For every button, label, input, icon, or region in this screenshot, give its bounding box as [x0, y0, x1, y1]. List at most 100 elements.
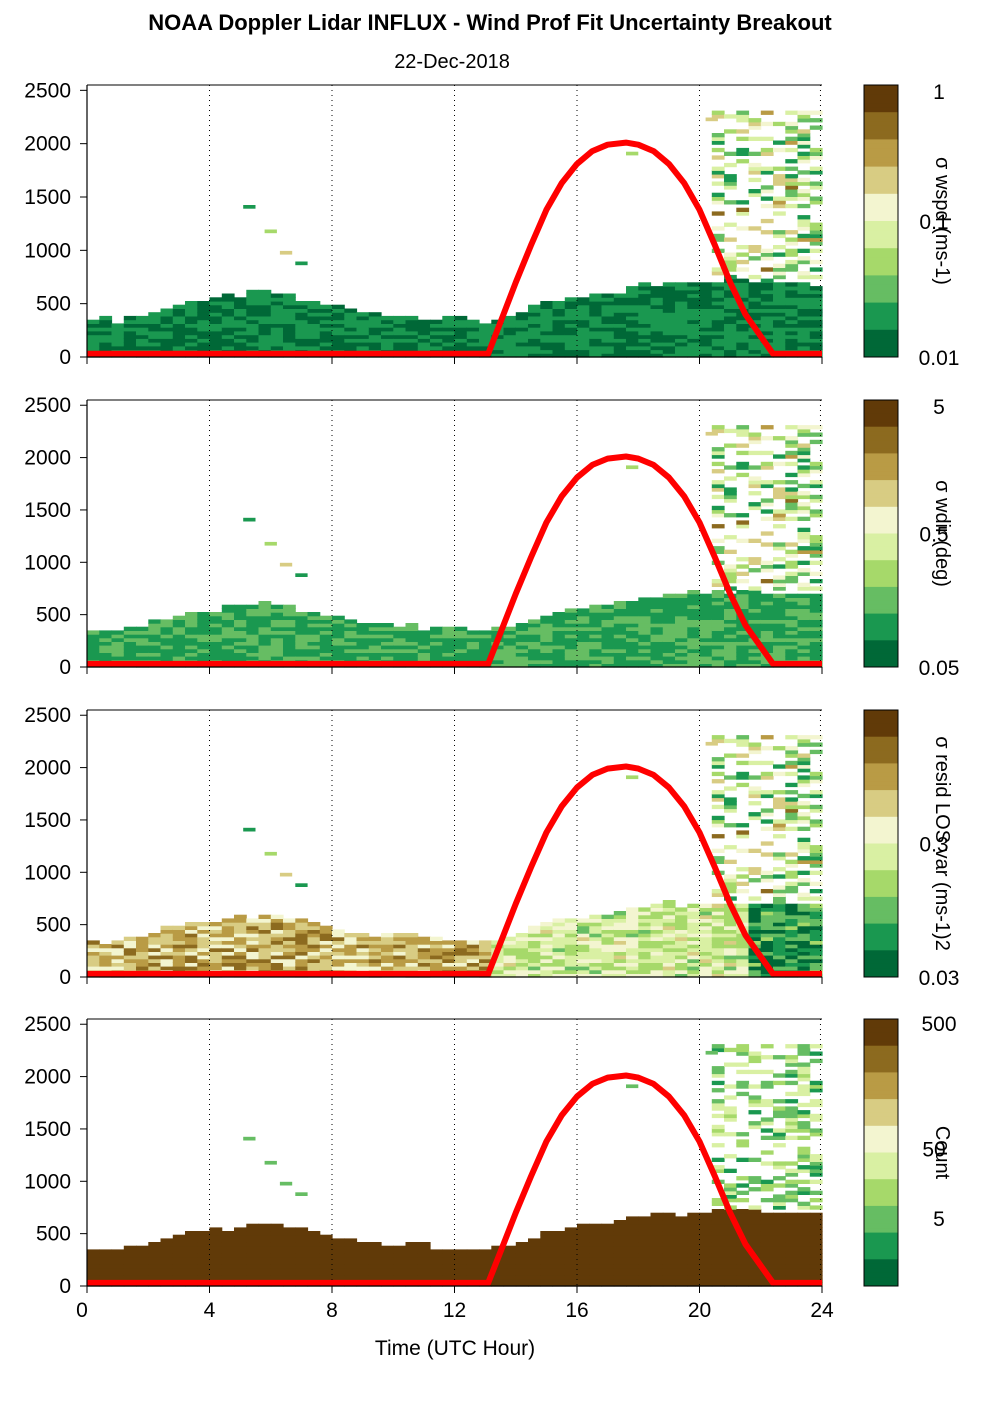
colorbar-segment [864, 892, 898, 898]
heatmap-cell [123, 345, 137, 351]
heatmap-cell [564, 962, 578, 967]
heatmap-cell [540, 1264, 554, 1269]
heatmap-cell [123, 315, 137, 321]
heatmap-cell [123, 327, 137, 332]
heatmap-cell [160, 630, 174, 635]
heatmap-cell [221, 308, 235, 313]
heatmap-cell [295, 301, 309, 306]
heatmap-cell [99, 1264, 113, 1269]
heatmap-cell [221, 958, 235, 963]
heatmap-cell [724, 564, 737, 569]
heatmap-cell [454, 626, 468, 631]
heatmap-cell [809, 226, 823, 231]
heatmap-cell [295, 573, 308, 577]
heatmap-cell [711, 1227, 725, 1232]
heatmap-cell [675, 301, 688, 306]
heatmap-cell [613, 1238, 627, 1243]
heatmap-cell [711, 494, 725, 500]
heatmap-cell [638, 1282, 652, 1287]
heatmap-cell [675, 323, 688, 328]
heatmap-cell [773, 338, 786, 343]
heatmap-cell [283, 312, 296, 317]
heatmap-cell [307, 641, 321, 646]
heatmap-cell [552, 947, 566, 952]
heatmap-cell [270, 914, 284, 919]
heatmap-cell [197, 301, 211, 306]
heatmap-cell [295, 944, 309, 949]
heatmap-cell [809, 571, 823, 576]
colorbar-segment [864, 502, 898, 508]
heatmap-cell [491, 1271, 505, 1276]
heatmap-cell [221, 1264, 235, 1269]
heatmap-cell [687, 593, 701, 598]
heatmap-cell [417, 641, 431, 646]
heatmap-cell [785, 1069, 799, 1075]
heatmap-cell [613, 623, 627, 628]
heatmap-cell [258, 319, 272, 324]
heatmap-cell [270, 1223, 284, 1228]
heatmap-cell [760, 1212, 774, 1217]
heatmap-cell [332, 652, 345, 657]
heatmap-cell [687, 590, 701, 595]
heatmap-cell [270, 940, 284, 945]
heatmap-cell [283, 319, 296, 324]
heatmap-cell [638, 612, 652, 617]
heatmap-cell [454, 966, 468, 971]
colorbar-segment [864, 1059, 898, 1064]
colorbar-tick-label: 50 [922, 1139, 945, 1162]
heatmap-cell [785, 196, 799, 201]
heatmap-cell [626, 612, 639, 617]
heatmap-cell [809, 1249, 823, 1254]
heatmap-cell [99, 1275, 113, 1280]
heatmap-cell [724, 349, 737, 354]
heatmap-cell [687, 623, 701, 628]
heatmap-cell [283, 656, 296, 661]
heatmap-cell [540, 951, 554, 956]
heatmap-cell [172, 1234, 186, 1239]
heatmap-cell [577, 1282, 590, 1287]
heatmap-cell [626, 623, 639, 628]
heatmap-cell [503, 349, 517, 354]
heatmap-cell [650, 1242, 664, 1247]
heatmap-cell [687, 1242, 701, 1247]
heatmap-cell [748, 304, 762, 309]
heatmap-cell [809, 742, 823, 747]
heatmap-cell [687, 1264, 701, 1269]
heatmap-cell [111, 1249, 125, 1254]
heatmap-cell [295, 918, 309, 923]
heatmap-cell [711, 590, 725, 595]
heatmap-cell [172, 1253, 186, 1258]
heatmap-cell [123, 951, 137, 956]
heatmap-cell [123, 330, 137, 336]
heatmap-cell [503, 645, 517, 650]
heatmap-cell [736, 955, 750, 960]
heatmap-cell [123, 626, 137, 631]
heatmap-cell [356, 951, 370, 956]
heatmap-cell [528, 933, 541, 938]
heatmap-cell [209, 1234, 223, 1239]
heatmap-cell [552, 323, 566, 328]
heatmap-cell [650, 286, 664, 291]
heatmap-cell [785, 808, 799, 813]
heatmap-cell [246, 925, 260, 930]
heatmap-cell [662, 623, 676, 628]
heatmap-cell [283, 308, 296, 313]
heatmap-cell [221, 962, 235, 967]
heatmap-cell [246, 933, 260, 938]
heatmap-cell [552, 1264, 566, 1269]
heatmap-cell [601, 327, 615, 332]
heatmap-cell [773, 454, 786, 459]
heatmap-cell [797, 259, 811, 265]
heatmap-cell [577, 619, 590, 624]
heatmap-cell [613, 619, 627, 624]
y-tick-label: 0 [59, 1275, 71, 1298]
heatmap-cell [393, 933, 407, 938]
heatmap-cell [626, 615, 639, 620]
heatmap-cell [528, 308, 541, 313]
heatmap-cell [724, 881, 737, 886]
heatmap-cell [528, 1271, 541, 1276]
heatmap-cell [209, 342, 223, 347]
colorbar-segment [864, 189, 898, 195]
heatmap-cell [736, 1245, 750, 1250]
